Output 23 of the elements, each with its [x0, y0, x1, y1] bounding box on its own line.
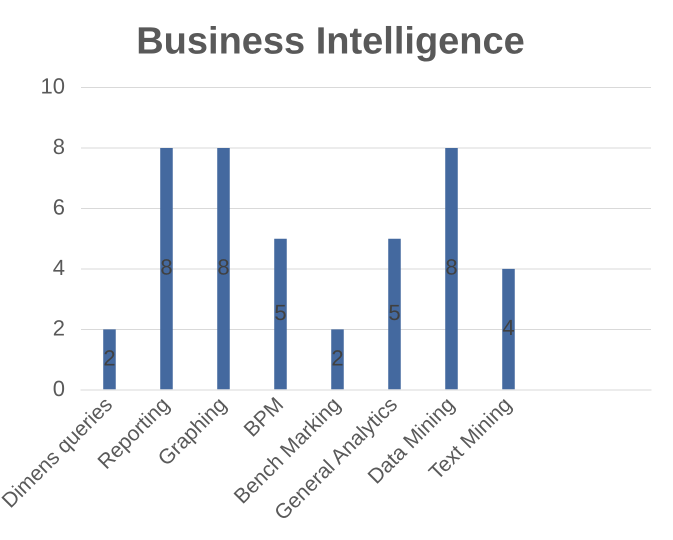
bar	[445, 148, 458, 390]
data-label: 2	[103, 345, 116, 370]
y-tick-label: 4	[52, 254, 65, 280]
data-label: 5	[388, 300, 401, 326]
data-label: 4	[502, 315, 515, 340]
y-tick-label: 6	[52, 194, 65, 220]
y-tick-label: 8	[52, 134, 65, 160]
y-tick-label: 10	[40, 74, 65, 99]
bar	[160, 148, 173, 390]
bar	[331, 329, 344, 390]
y-tick-label: 2	[52, 315, 65, 340]
data-label: 8	[445, 254, 458, 280]
data-label: 8	[160, 254, 173, 280]
data-label: 8	[217, 254, 230, 280]
data-label: 5	[274, 300, 287, 326]
chart-title: Business Intelligence	[136, 20, 525, 62]
bar	[502, 268, 515, 390]
bar	[217, 148, 230, 390]
y-tick-label: 0	[52, 376, 65, 401]
bar	[388, 238, 401, 390]
data-label: 2	[331, 345, 344, 370]
bar	[274, 238, 287, 390]
bar	[103, 329, 116, 390]
